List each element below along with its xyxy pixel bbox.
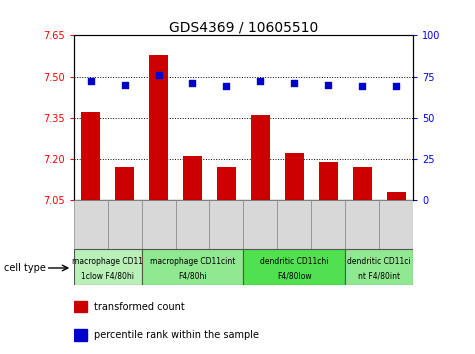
Point bbox=[324, 82, 332, 88]
Bar bbox=[74, 329, 87, 341]
Point bbox=[392, 84, 400, 89]
Bar bbox=[319, 161, 338, 200]
Point bbox=[256, 79, 264, 84]
Bar bbox=[81, 112, 100, 200]
Bar bbox=[353, 167, 371, 200]
Bar bbox=[251, 115, 270, 200]
Text: macrophage CD11: macrophage CD11 bbox=[72, 257, 143, 266]
Point bbox=[155, 72, 162, 78]
Point bbox=[291, 80, 298, 86]
Point bbox=[121, 82, 128, 88]
Bar bbox=[243, 200, 277, 249]
Bar bbox=[149, 55, 168, 200]
Text: transformed count: transformed count bbox=[94, 302, 185, 312]
Bar bbox=[142, 249, 243, 285]
Point bbox=[87, 79, 95, 84]
Bar bbox=[345, 249, 413, 285]
Text: dendritic CD11chi: dendritic CD11chi bbox=[260, 257, 329, 266]
Bar bbox=[142, 200, 176, 249]
Bar bbox=[74, 249, 142, 285]
Title: GDS4369 / 10605510: GDS4369 / 10605510 bbox=[169, 20, 318, 34]
Bar bbox=[107, 200, 142, 249]
Bar bbox=[115, 167, 134, 200]
Bar bbox=[74, 200, 107, 249]
Bar bbox=[387, 192, 406, 200]
Bar bbox=[277, 200, 311, 249]
Text: cell type: cell type bbox=[4, 263, 46, 273]
Text: macrophage CD11cint: macrophage CD11cint bbox=[150, 257, 235, 266]
Bar bbox=[312, 200, 345, 249]
Text: F4/80hi: F4/80hi bbox=[178, 272, 207, 281]
Bar bbox=[243, 249, 345, 285]
Bar bbox=[217, 167, 236, 200]
Bar bbox=[209, 200, 243, 249]
Text: 1clow F4/80hi: 1clow F4/80hi bbox=[81, 272, 134, 281]
Text: F4/80low: F4/80low bbox=[277, 272, 312, 281]
Point bbox=[359, 84, 366, 89]
Text: dendritic CD11ci: dendritic CD11ci bbox=[348, 257, 411, 266]
Bar bbox=[379, 200, 413, 249]
Point bbox=[223, 84, 230, 89]
Point bbox=[189, 80, 196, 86]
Bar bbox=[183, 156, 202, 200]
Bar bbox=[74, 301, 87, 313]
Bar bbox=[176, 200, 209, 249]
Bar bbox=[345, 200, 379, 249]
Bar bbox=[285, 153, 304, 200]
Text: percentile rank within the sample: percentile rank within the sample bbox=[94, 330, 259, 340]
Text: nt F4/80int: nt F4/80int bbox=[358, 272, 400, 281]
